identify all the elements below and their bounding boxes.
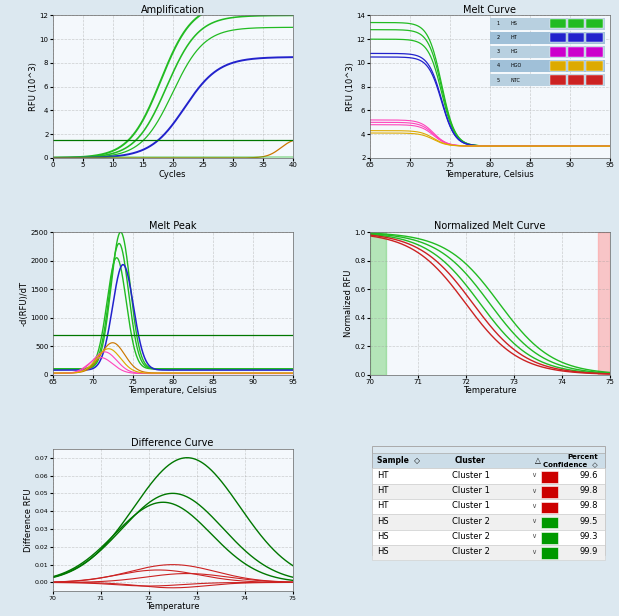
Bar — [372, 545, 605, 560]
Bar — [541, 471, 558, 483]
Bar — [372, 499, 605, 514]
X-axis label: Temperature: Temperature — [146, 602, 199, 611]
Title: Normalized Melt Curve: Normalized Melt Curve — [434, 221, 545, 232]
Bar — [541, 517, 558, 529]
Text: 99.5: 99.5 — [579, 517, 598, 525]
Text: ∨: ∨ — [532, 533, 537, 540]
Text: ∨: ∨ — [532, 518, 537, 524]
Bar — [372, 453, 605, 469]
Title: Amplification: Amplification — [141, 5, 205, 15]
X-axis label: Temperature, Celsius: Temperature, Celsius — [128, 386, 217, 395]
Bar — [372, 469, 605, 484]
Text: HS: HS — [377, 517, 388, 525]
Y-axis label: -d(RFU)/dT: -d(RFU)/dT — [20, 281, 29, 326]
Text: HT: HT — [377, 501, 388, 511]
Y-axis label: Difference RFU: Difference RFU — [24, 488, 33, 552]
Text: Sample  ◇: Sample ◇ — [377, 456, 420, 464]
Text: 99.8: 99.8 — [579, 486, 598, 495]
Text: ∨: ∨ — [532, 503, 537, 509]
Text: 99.3: 99.3 — [579, 532, 598, 541]
Text: △: △ — [535, 456, 540, 464]
Bar — [372, 447, 605, 554]
Bar — [541, 501, 558, 513]
Text: Cluster 2: Cluster 2 — [451, 517, 490, 525]
Text: Cluster 1: Cluster 1 — [451, 471, 490, 480]
Text: ∨: ∨ — [532, 472, 537, 479]
Text: HS: HS — [377, 547, 388, 556]
Title: Difference Curve: Difference Curve — [131, 438, 214, 448]
Bar — [372, 530, 605, 545]
X-axis label: Temperature: Temperature — [463, 386, 516, 395]
Text: Percent
Confidence  ◇: Percent Confidence ◇ — [543, 454, 598, 467]
Text: ∨: ∨ — [532, 549, 537, 555]
Bar — [541, 487, 558, 498]
Bar — [372, 484, 605, 499]
X-axis label: Temperature, Celsius: Temperature, Celsius — [445, 169, 534, 179]
Text: Cluster 1: Cluster 1 — [451, 486, 490, 495]
Text: HT: HT — [377, 471, 388, 480]
Text: Cluster 2: Cluster 2 — [451, 532, 490, 541]
Y-axis label: RFU (10^3): RFU (10^3) — [346, 62, 355, 111]
Title: Melt Curve: Melt Curve — [463, 5, 516, 15]
Y-axis label: Normalized RFU: Normalized RFU — [344, 270, 353, 337]
Text: HT: HT — [377, 486, 388, 495]
Y-axis label: RFU (10^3): RFU (10^3) — [29, 62, 38, 111]
Bar — [370, 232, 386, 375]
Title: Melt Peak: Melt Peak — [149, 221, 196, 232]
Bar — [372, 514, 605, 530]
Text: Cluster 2: Cluster 2 — [451, 547, 490, 556]
Text: 99.6: 99.6 — [579, 471, 598, 480]
Text: 99.8: 99.8 — [579, 501, 598, 511]
X-axis label: Cycles: Cycles — [159, 169, 186, 179]
Bar — [541, 532, 558, 544]
Text: HS: HS — [377, 532, 388, 541]
Text: Cluster: Cluster — [455, 456, 486, 464]
Text: Cluster 1: Cluster 1 — [451, 501, 490, 511]
Bar — [598, 232, 610, 375]
Text: 99.9: 99.9 — [579, 547, 598, 556]
Text: ∨: ∨ — [532, 488, 537, 493]
Bar — [541, 548, 558, 559]
